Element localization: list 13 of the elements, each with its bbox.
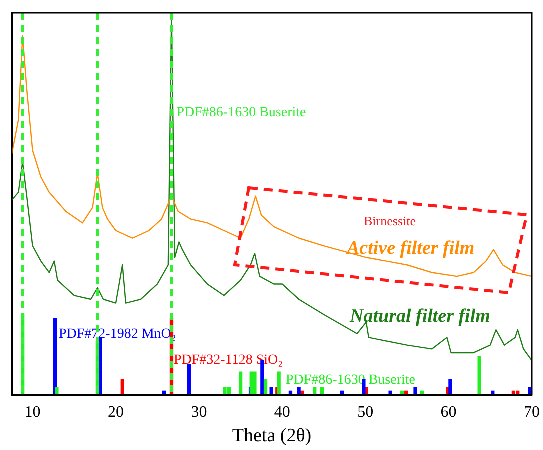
x-tick-label: 30 (191, 404, 208, 421)
x-axis-title: Theta (2θ) (232, 426, 312, 447)
x-tick-label: 40 (274, 404, 290, 421)
series-label: Natural filter film (349, 306, 490, 327)
ref-line-label: PDF#86-1630 Buserite (176, 106, 306, 121)
series-label: Active filter film (346, 238, 475, 259)
x-tick-label: 50 (358, 404, 374, 421)
x-tick-label: 70 (524, 404, 540, 421)
x-tick-label: 10 (24, 404, 41, 421)
x-tick-label: 60 (440, 404, 457, 421)
x-tick-label: 20 (108, 404, 124, 421)
series-label: PDF#86-1630 Buserite (286, 373, 416, 388)
annotation: Birnessite (364, 213, 416, 228)
